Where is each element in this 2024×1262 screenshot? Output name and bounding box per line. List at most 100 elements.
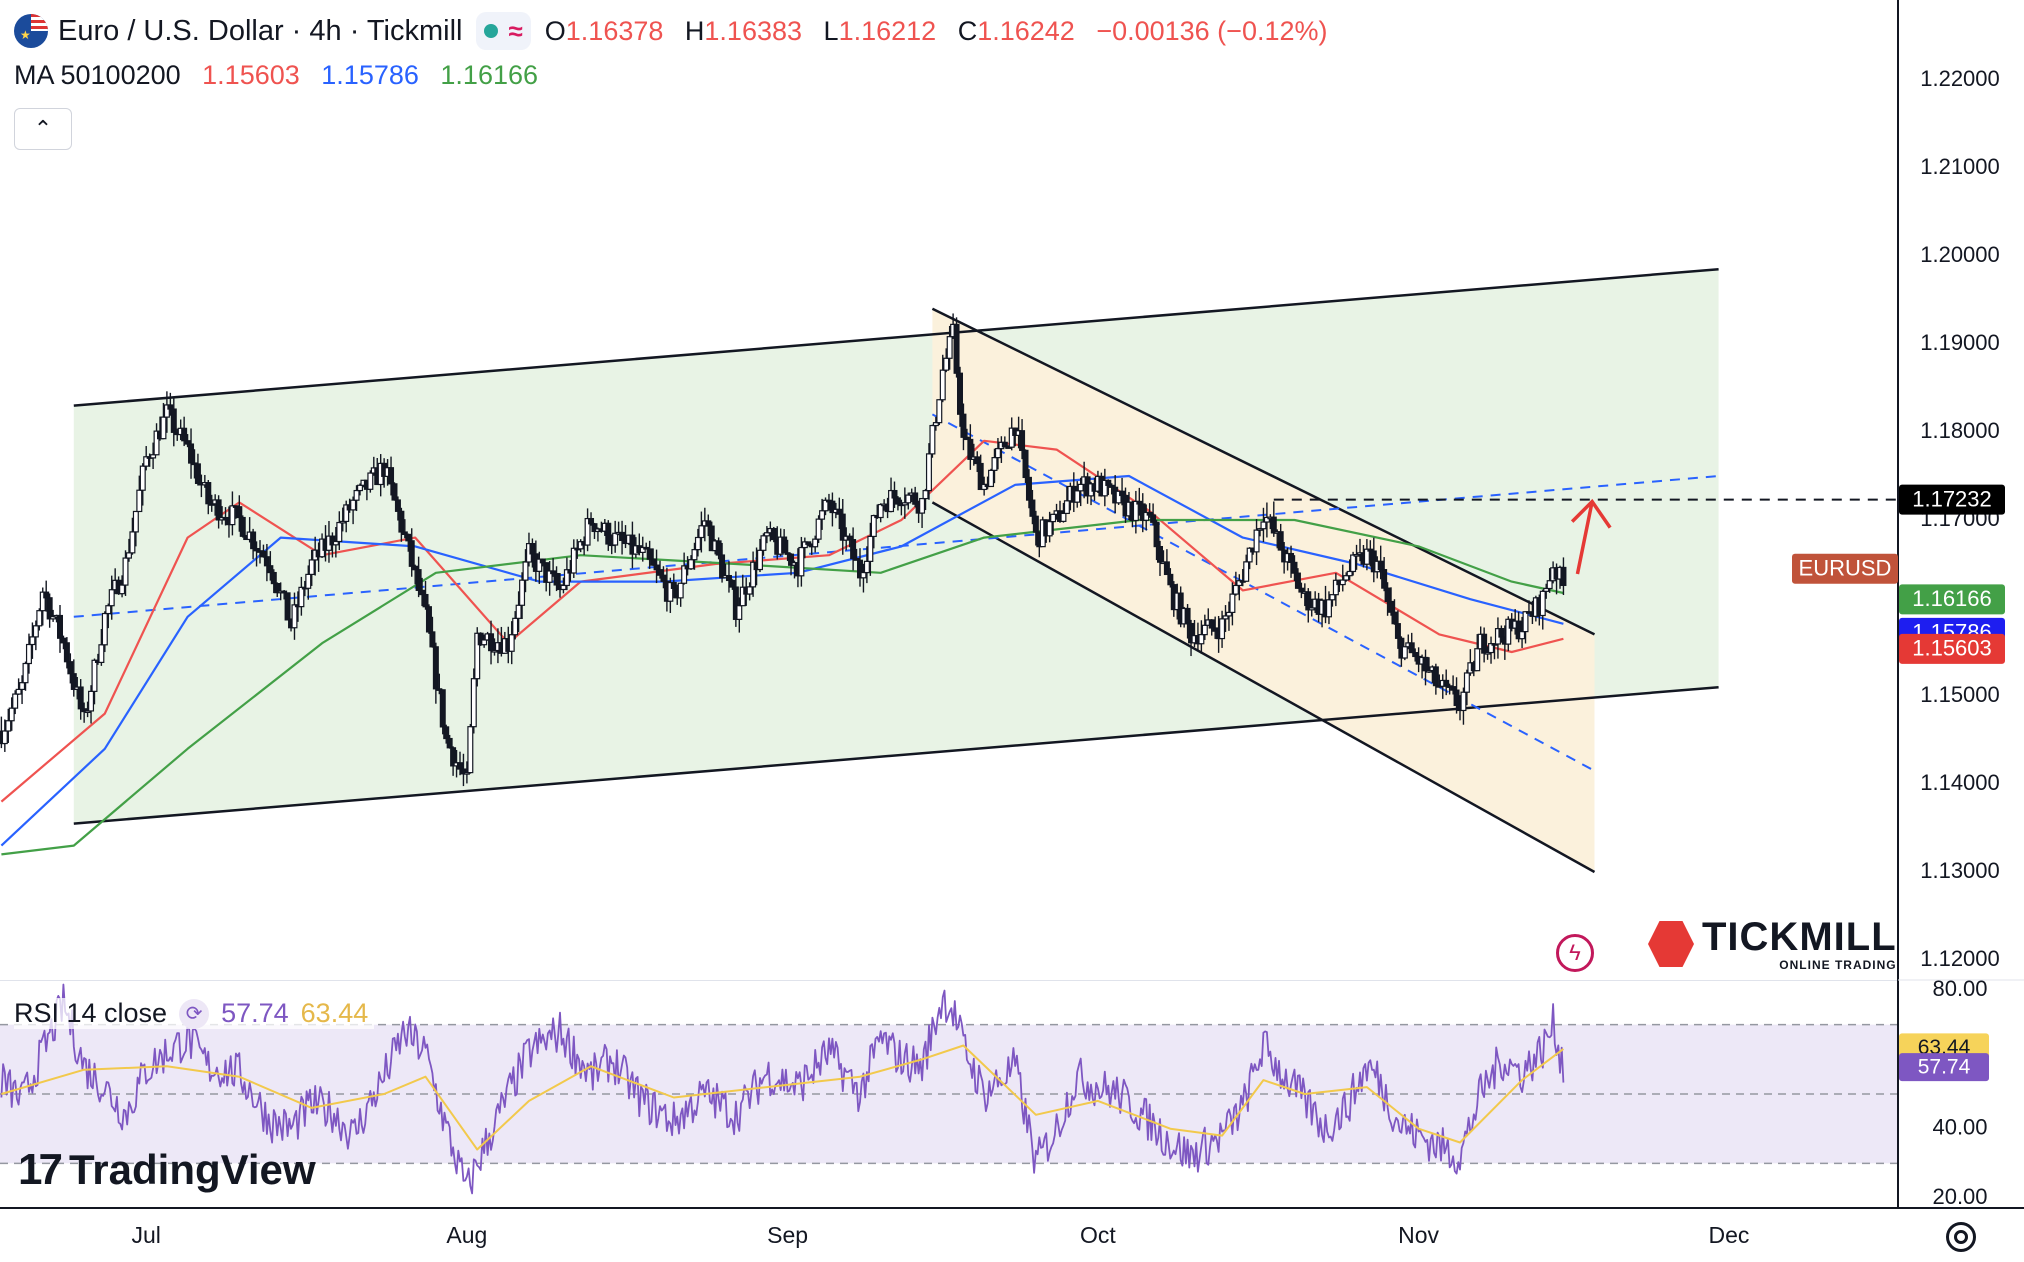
candle-body (546, 570, 553, 583)
ma-200-price-label-box (1899, 584, 2005, 615)
candle-body (125, 552, 132, 559)
candle-body (415, 569, 422, 591)
candle-body (650, 558, 657, 566)
candle-body (77, 686, 84, 710)
candle-body (1346, 570, 1353, 577)
descending-channel-lower (931, 501, 1596, 874)
candle-body (60, 637, 67, 644)
candle-body (1363, 548, 1370, 565)
rsi-tick-label: 20.00 (1932, 1184, 1987, 1209)
resistance-price-label-box (1899, 484, 2005, 515)
ma-line-ma-200 (1, 518, 1564, 856)
candle-body (67, 661, 74, 675)
candle-body (1277, 531, 1284, 551)
candle-body (1329, 594, 1336, 601)
candle-body (1253, 529, 1260, 553)
tradingview-mark-icon: 17 (18, 1145, 63, 1194)
candle-body (394, 499, 401, 512)
ascending-channel-upper (73, 267, 1719, 407)
candle-body (1077, 483, 1084, 492)
price-tick-label: 1.21000 (1920, 154, 2000, 179)
candle-body (860, 571, 867, 579)
candle-body (736, 605, 743, 620)
candle-body (570, 547, 577, 574)
candle-body (1425, 669, 1432, 673)
candle-body (463, 772, 470, 775)
candle-body (953, 323, 960, 374)
tradingview-logo[interactable]: 17 TradingView (18, 1145, 316, 1195)
eur-usd-flag-icon: ★ (14, 14, 48, 48)
rsi-tick-label: 80.00 (1932, 976, 1987, 1001)
candle-body (136, 489, 143, 513)
lightning-icon[interactable]: ϟ (1556, 934, 1594, 972)
candle-body (429, 631, 436, 648)
candle-body (863, 560, 870, 574)
settings-gear-icon[interactable] (1946, 1222, 1976, 1252)
candle-body (508, 634, 515, 652)
candle-body (443, 726, 450, 740)
candle-body (139, 465, 146, 491)
candle-body (784, 552, 791, 555)
symbol-title[interactable]: Euro / U.S. Dollar · 4h · Tickmill (58, 14, 463, 47)
candle-body (263, 556, 270, 567)
candle-body (1432, 666, 1439, 687)
forecast-arrow-head (1570, 498, 1612, 529)
candle-body (798, 546, 805, 577)
time-tick-label: Oct (1080, 1222, 1116, 1248)
candle-body (812, 538, 819, 548)
forecast-arrow-shaft (1575, 501, 1594, 575)
candle-body (332, 540, 339, 546)
candle-body (8, 707, 15, 722)
chart-header: ★ Euro / U.S. Dollar · 4h · Tickmill ≈ O… (14, 10, 1342, 52)
collapse-legend-button[interactable]: ⌃ (14, 108, 72, 150)
candle-body (1484, 651, 1491, 655)
candle-body (1308, 607, 1315, 611)
rsi-tick-label: 40.00 (1932, 1114, 1987, 1139)
time-tick-label: Sep (767, 1222, 808, 1248)
candle-body (888, 489, 895, 513)
price-tick-label: 1.12000 (1920, 946, 2000, 971)
market-open-dot-icon (484, 24, 499, 38)
rsi-legend[interactable]: RSI 14 close ⟳ 57.74 63.44 (14, 998, 375, 1029)
candle-body (1008, 427, 1015, 448)
candle-body (867, 535, 874, 562)
candle-body (1546, 580, 1553, 590)
candle-body (522, 561, 529, 581)
rsi-axis-label-box (1899, 1053, 1989, 1082)
candle-body (56, 614, 63, 639)
candle-body (1305, 591, 1312, 611)
candle-body (563, 569, 570, 587)
candle-body (1001, 441, 1008, 448)
candle-body (1391, 611, 1398, 625)
candle-body (939, 369, 946, 401)
candle-body (1246, 547, 1253, 563)
refresh-icon[interactable]: ⟳ (179, 998, 210, 1029)
rsi-value: 57.74 (221, 998, 289, 1028)
candle-body (470, 678, 477, 728)
candle-body (1167, 573, 1174, 586)
candle-body (1294, 572, 1301, 589)
market-status-pill[interactable]: ≈ (476, 12, 531, 50)
candle-body (750, 561, 757, 588)
ascending-channel-lower (73, 685, 1719, 825)
candle-body (101, 612, 108, 646)
candle-body (1543, 587, 1550, 592)
candle-body (1225, 611, 1232, 617)
candle-body (1032, 515, 1039, 533)
low-value: 1.16212 (838, 15, 937, 46)
candle-body (1401, 646, 1408, 659)
candle-body (739, 586, 746, 607)
candle-body (1481, 633, 1488, 654)
candle-body (653, 564, 660, 571)
candle-body (1063, 500, 1070, 515)
candle-body (439, 689, 446, 728)
price-tick-label: 1.18000 (1920, 418, 2000, 443)
candle-body (760, 535, 767, 551)
ma-legend[interactable]: MA 50100200 1.15603 1.15786 1.16166 (14, 60, 538, 91)
rsi-ma-line (1, 1044, 1565, 1151)
candle-body (1105, 479, 1112, 486)
candle-body (1453, 689, 1460, 707)
candle-body (170, 408, 177, 433)
change-value: −0.00136 (−0.12%) (1096, 15, 1328, 46)
